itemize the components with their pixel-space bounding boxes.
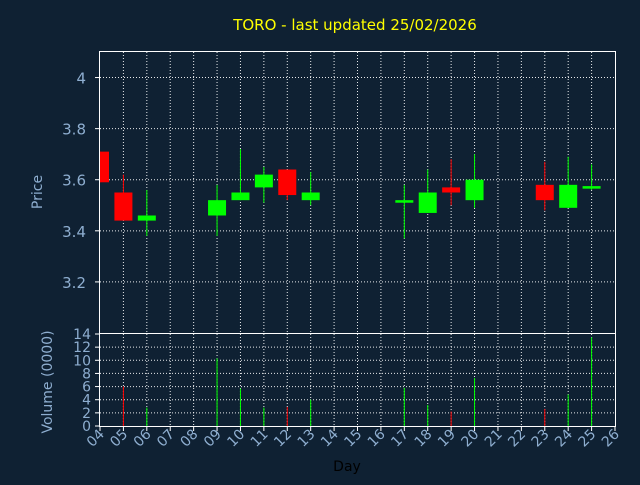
- volume-tick-label: 14: [73, 327, 91, 343]
- price-tick-label: 3.8: [62, 121, 86, 139]
- volume-tick-label: 6: [82, 380, 91, 396]
- volume-bar: [310, 399, 312, 426]
- volume-tick-label: 0: [82, 419, 91, 435]
- day-x-ticks: 04 05 06 07 08 09 10 11 12 13 14 15 16 17 18 19 20 21 22 23…: [84, 426, 623, 450]
- candle-body: [395, 200, 414, 203]
- price-candles: [99, 149, 601, 239]
- volume-bar: [239, 388, 241, 426]
- volume-bar: [122, 386, 124, 426]
- price-tick-label: 3.4: [62, 223, 86, 241]
- day-axis-label: Day: [333, 459, 361, 475]
- price-axis-label: Price: [30, 175, 46, 209]
- volume-bar: [450, 411, 452, 426]
- candle-body: [442, 187, 461, 193]
- volume-tick-label: 2: [82, 406, 91, 422]
- price-tick-label: 3.6: [62, 172, 86, 190]
- volume-bar: [263, 407, 265, 426]
- candle-body: [465, 179, 484, 201]
- candle-body: [582, 186, 601, 189]
- volume-tick-label: 8: [82, 366, 91, 382]
- volume-bar: [474, 378, 476, 426]
- volume-axis-label: Volume (0000): [40, 330, 56, 433]
- price-y-ticks: 3.2 3.4 3.6 3.8 4: [62, 70, 100, 292]
- price-grid: [100, 52, 615, 333]
- volume-panel-frame: [99, 333, 616, 427]
- volume-bar: [403, 387, 405, 426]
- candle-body: [254, 174, 273, 188]
- candle-body: [559, 184, 578, 208]
- volume-bar: [544, 408, 546, 426]
- candle-body: [535, 184, 554, 201]
- candle-body: [231, 192, 250, 201]
- candle-body: [278, 169, 297, 196]
- volume-bar: [427, 404, 429, 426]
- price-tick-label: 4: [76, 70, 86, 88]
- volume-bar: [591, 337, 593, 426]
- candle-body: [208, 200, 227, 216]
- candle-body: [100, 151, 109, 183]
- candle-body: [301, 192, 320, 201]
- candle-body: [114, 192, 133, 221]
- volume-tick-label: 12: [73, 340, 91, 356]
- volume-bar: [146, 407, 148, 426]
- price-tick-label: 3.2: [62, 274, 86, 292]
- volume-bar: [286, 406, 288, 426]
- candle-body: [137, 215, 156, 221]
- volume-bar: [567, 394, 569, 426]
- chart-title: TORO - last updated 25/02/2026: [232, 16, 477, 34]
- volume-bar: [216, 358, 218, 426]
- candle-body: [418, 192, 437, 213]
- volume-bars: [122, 337, 593, 426]
- volume-tick-label: 4: [82, 393, 91, 409]
- volume-tick-label: 10: [73, 353, 91, 369]
